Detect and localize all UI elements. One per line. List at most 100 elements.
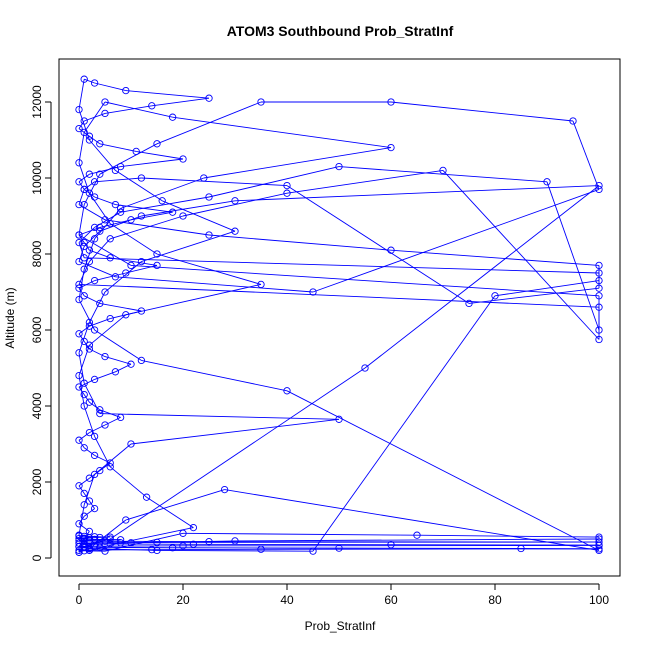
- series-0-point-100: [116, 204, 125, 213]
- series-0-segment-62: [84, 78, 95, 84]
- series-0-point-41: [80, 238, 88, 247]
- series-0-segment-169: [234, 538, 600, 542]
- series-0-point-182: [335, 544, 343, 552]
- series-0-point-64: [75, 105, 83, 114]
- y-tick-label-0: 0: [30, 554, 44, 561]
- series-0-segment-76: [94, 443, 132, 475]
- series-0-point-126: [257, 98, 265, 106]
- series-0-point-60: [205, 94, 213, 102]
- y-tick-label-6: 12000: [30, 85, 44, 119]
- series-0-point-144: [205, 193, 213, 201]
- series-0-point-44: [127, 216, 135, 224]
- series-0-segment-96: [104, 101, 173, 118]
- series-0-point-83: [142, 493, 151, 501]
- series-0-segment-97: [172, 116, 392, 149]
- series-0-segment-32: [99, 302, 142, 312]
- series-0-segment-75: [130, 418, 340, 445]
- series-0-point-82: [189, 523, 198, 532]
- plot-area: [75, 75, 603, 556]
- series-0-segment-99: [120, 177, 204, 209]
- series-0-point-32: [137, 307, 146, 315]
- series-0-point-175: [80, 547, 88, 555]
- series-0-point-59: [148, 102, 156, 110]
- y-tick-label-2: 4000: [30, 392, 44, 419]
- series-0-segment-121: [115, 276, 314, 293]
- series-0-point-29: [75, 330, 83, 338]
- series-0-segment-100: [94, 208, 121, 240]
- series-0-point-54: [96, 140, 104, 148]
- series-0-segment-20: [83, 394, 90, 403]
- series-0-point-173: [179, 529, 187, 537]
- series-0-segment-106: [286, 390, 600, 551]
- series-0-point-147: [75, 238, 83, 247]
- series-0-segment-88: [89, 314, 127, 346]
- series-0-segment-90: [156, 253, 262, 285]
- series-0-point-162: [491, 292, 499, 300]
- series-0-segment-25: [104, 356, 132, 365]
- plot-frame: [58, 58, 621, 577]
- series-0-segment-14: [78, 439, 85, 449]
- series-0-point-65: [85, 136, 94, 144]
- series-0-point-209: [85, 534, 94, 542]
- series-0-segment-141: [546, 181, 600, 331]
- x-tick-label-3: 60: [384, 593, 398, 607]
- series-0-segment-83: [109, 466, 147, 498]
- series-0-point-131: [127, 261, 135, 270]
- series-0-point-4: [75, 520, 83, 528]
- series-0-point-108: [220, 485, 229, 494]
- series-0-segment-92: [89, 192, 111, 224]
- series-0-segment-93: [78, 162, 90, 194]
- series-0-segment-8: [78, 485, 85, 494]
- series-0-point-69: [137, 257, 146, 266]
- x-tick-label-0: 0: [76, 593, 83, 607]
- series-0-segment-95: [83, 101, 106, 133]
- y-tick-label-4: 8000: [30, 240, 44, 267]
- series-0-segment-152: [141, 177, 288, 187]
- series-0-segment-136: [110, 215, 184, 240]
- series-0-segment-48: [78, 181, 85, 190]
- series-0-segment-42: [78, 226, 100, 236]
- series-0-point-120: [75, 257, 83, 266]
- series-0-segment-117: [99, 215, 142, 232]
- series-0-point-87: [75, 371, 83, 380]
- series-0-segment-161: [494, 280, 600, 297]
- series-0-point-45: [168, 208, 177, 216]
- series-0-segment-15: [78, 432, 90, 441]
- series-0-segment-134: [286, 169, 444, 194]
- series-0-point-135: [283, 189, 291, 197]
- series-0-segment-115: [234, 185, 600, 202]
- series-0-point-125: [387, 98, 395, 106]
- series-0-point-8: [80, 489, 88, 498]
- series-0-segment-44: [130, 211, 173, 221]
- series-0-point-143: [335, 162, 343, 171]
- series-0-segment-40: [83, 242, 90, 251]
- series-0-segment-156: [78, 204, 106, 221]
- series-0-segment-119: [78, 246, 85, 262]
- series-0-point-172: [413, 531, 421, 539]
- series-0-point-35: [75, 284, 83, 292]
- series-0-point-31: [106, 314, 114, 323]
- y-axis-label: Altitude (m): [3, 287, 17, 348]
- series-0-segment-158: [208, 234, 392, 251]
- series-0-point-73: [80, 379, 88, 387]
- series-0-segment-159: [390, 249, 600, 266]
- series-0-segment-39: [89, 249, 111, 259]
- series-0-point-136: [179, 212, 187, 220]
- series-0-point-139: [75, 280, 83, 289]
- series-0-segment-13: [83, 447, 95, 456]
- series-0-point-203: [85, 536, 94, 544]
- series-0-point-63: [80, 75, 88, 83]
- series-0-point-191: [387, 541, 395, 549]
- series-0-point-33: [96, 299, 104, 308]
- series-0-point-71: [85, 318, 94, 327]
- series-0-point-204: [116, 536, 125, 544]
- series-0-point-212: [90, 533, 99, 541]
- series-0-segment-139: [78, 283, 600, 308]
- series-0-point-56: [75, 124, 83, 133]
- series-0-point-36: [90, 276, 99, 285]
- series-0-point-134: [439, 166, 447, 175]
- series-0-point-98: [387, 143, 395, 152]
- series-0-point-39: [106, 254, 114, 262]
- series-0-point-121: [111, 273, 120, 281]
